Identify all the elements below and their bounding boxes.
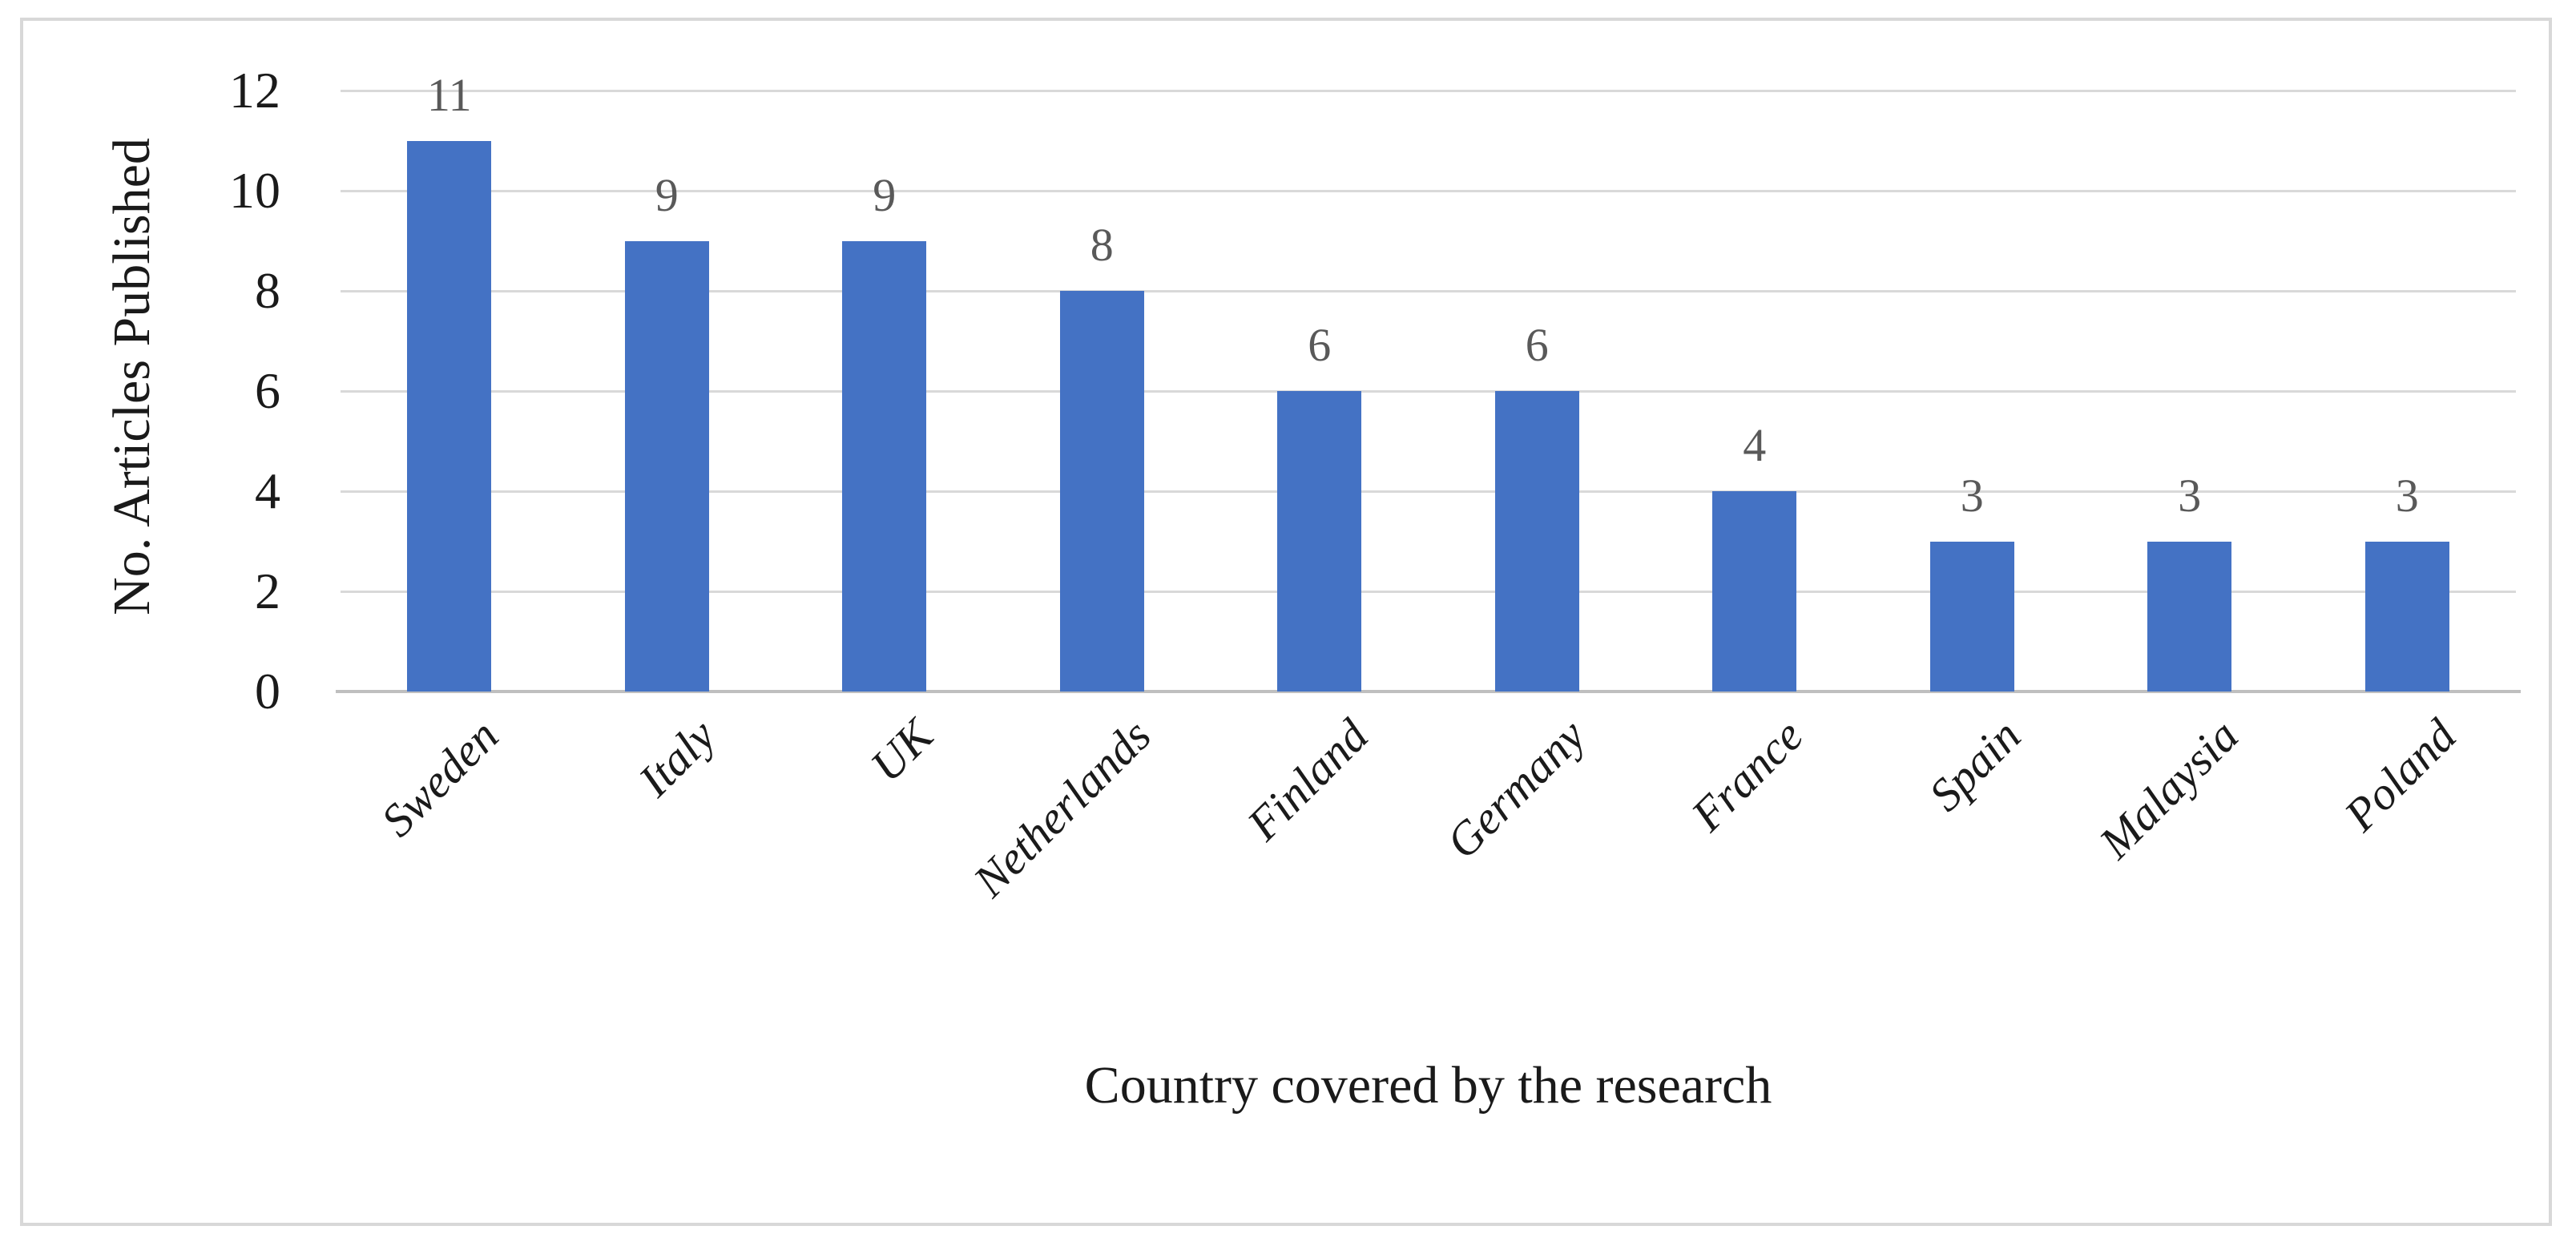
gridline-y-8: [341, 290, 2516, 292]
bar-malaysia: [2147, 541, 2232, 692]
y-tick-label-4: 4: [255, 462, 280, 519]
gridline-y-4: [341, 490, 2516, 493]
y-tick-label-10: 10: [229, 162, 280, 219]
gridline-y-10: [341, 190, 2516, 192]
y-tick-label-0: 0: [255, 663, 280, 720]
y-tick-label-2: 2: [255, 563, 280, 619]
y-tick-label-12: 12: [229, 62, 280, 119]
bar-italy: [624, 240, 709, 692]
bar-germany: [1494, 391, 1579, 692]
bar-uk: [842, 240, 927, 692]
bar-data-label-france: 4: [1743, 419, 1767, 471]
plot-area: 11 9 9 8 6 6 4 3 3 3: [336, 71, 2521, 693]
bar-finland: [1277, 391, 1362, 692]
bar-data-label-netherlands: 8: [1090, 219, 1114, 271]
bar-france: [1712, 491, 1797, 692]
x-axis-line: [336, 690, 2521, 693]
gridline-y-12: [341, 90, 2516, 92]
bar-netherlands: [1059, 291, 1144, 692]
y-tick-label-6: 6: [255, 362, 280, 419]
bar-data-label-poland: 3: [2395, 469, 2419, 522]
bar-data-label-finland: 6: [1308, 319, 1332, 371]
x-axis-title: Country covered by the research: [1084, 1056, 1772, 1115]
gridline-y-2: [341, 591, 2516, 593]
bar-poland: [2364, 541, 2449, 692]
bar-data-label-germany: 6: [1525, 319, 1549, 371]
bar-data-label-uk: 9: [873, 168, 897, 221]
y-tick-label-8: 8: [255, 262, 280, 319]
bar-data-label-italy: 9: [655, 168, 679, 221]
gridline-y-6: [341, 390, 2516, 393]
bar-data-label-sweden: 11: [426, 68, 472, 121]
bar-spain: [1929, 541, 2014, 692]
bar-data-label-malaysia: 3: [2178, 469, 2202, 522]
bar-data-label-spain: 3: [1960, 469, 1984, 522]
bar-sweden: [407, 140, 492, 692]
